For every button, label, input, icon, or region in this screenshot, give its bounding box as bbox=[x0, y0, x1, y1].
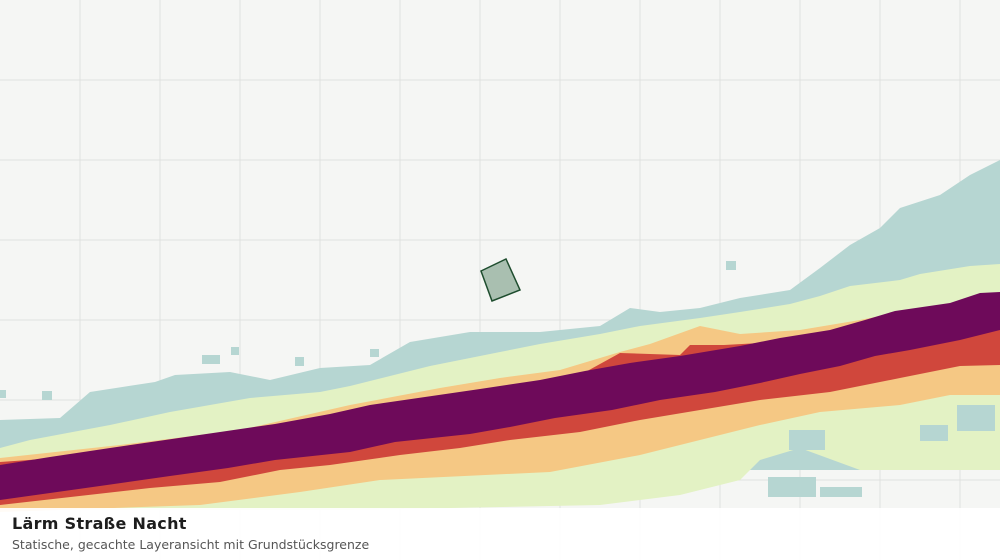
parcel-boundary bbox=[480, 257, 522, 302]
title: Lärm Straße Nacht bbox=[12, 514, 187, 533]
caption-panel: Lärm Straße Nacht Statische, gecachte La… bbox=[0, 508, 1000, 560]
noise-patches bbox=[0, 261, 995, 497]
noise-zone-60 bbox=[0, 292, 1000, 500]
subtitle: Statische, gecachte Layeransicht mit Gru… bbox=[12, 537, 370, 552]
